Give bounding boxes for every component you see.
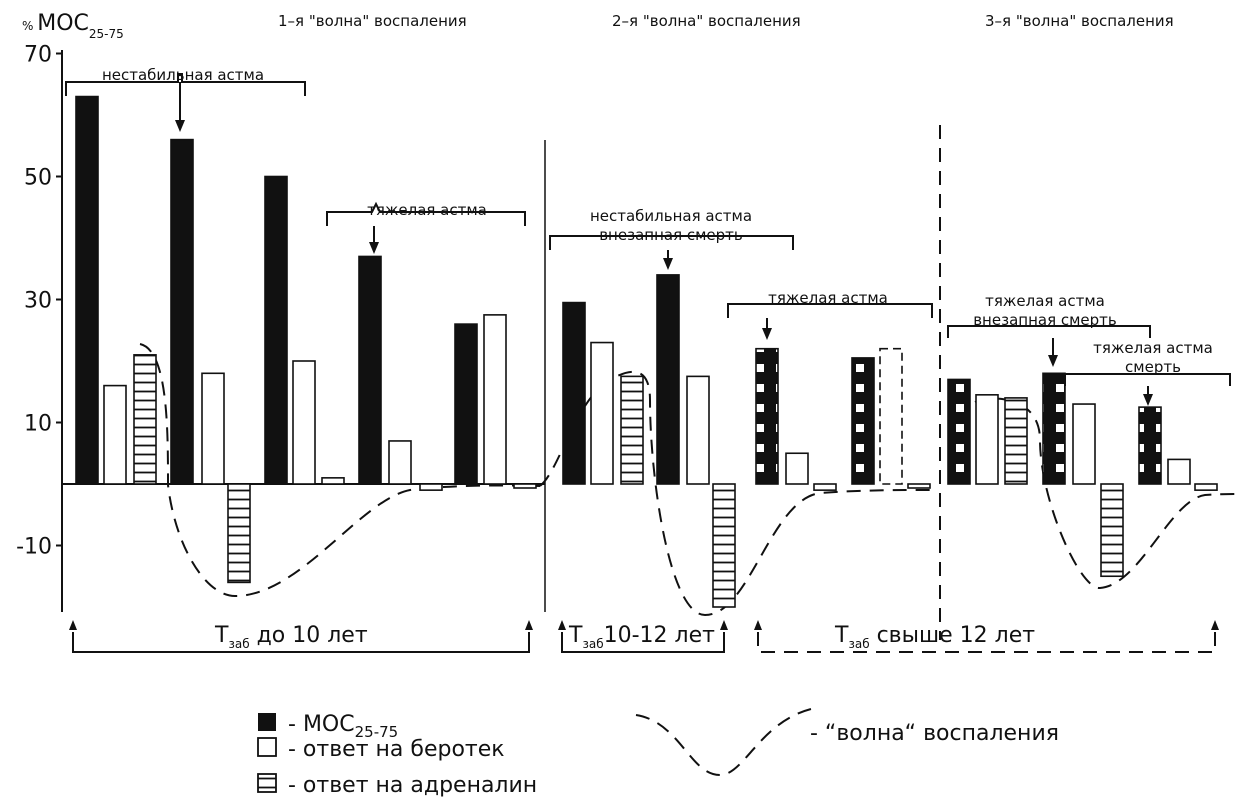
bar-moc — [656, 274, 680, 485]
bar-moc — [1138, 406, 1162, 485]
bar-berotek — [513, 483, 537, 489]
annotation-5-label-1: тяжелая астма — [985, 292, 1105, 310]
bar-berotek — [686, 375, 710, 485]
annotation-2: тяжелая астма — [326, 201, 526, 254]
bar-moc — [947, 378, 971, 485]
bar-berotek — [292, 360, 316, 485]
bar-moc — [755, 347, 779, 485]
annotation-3: нестабильная астма внезапная смерть — [549, 207, 794, 270]
bar-moc — [454, 323, 478, 485]
legend: - МОС25-75 - ответ на беротек - ответ на… — [257, 707, 1059, 798]
annotation-4-label: тяжелая астма — [768, 289, 888, 307]
annotation-6-label-1: тяжелая астма — [1093, 339, 1213, 357]
wave-title-2: 2–я "волна" воспаления — [612, 12, 801, 30]
inflammation-wave-1 — [139, 343, 541, 598]
period-1: Tзаб до 10 лет — [69, 620, 533, 653]
y-ticks: 70 50 30 10 -10 — [16, 43, 62, 560]
legend-berotek: - ответ на беротек — [288, 737, 505, 762]
y-tick-label: 70 — [24, 43, 52, 68]
bar-berotek — [907, 483, 931, 489]
y-tick-label: 30 — [24, 289, 52, 314]
bar-berotek — [1167, 458, 1191, 485]
period-2-label: Tзаб10-12 лет — [568, 623, 715, 651]
bar-berotek — [813, 483, 837, 491]
bar-moc — [75, 95, 99, 485]
bar-adrenalin — [1004, 397, 1028, 485]
legend-swatch-wave — [635, 707, 816, 777]
annotation-3-label-2: внезапная смерть — [599, 226, 743, 244]
bar-berotek — [590, 341, 614, 485]
legend-swatch-moc — [258, 713, 276, 731]
bar-moc — [358, 255, 382, 485]
wave-title-1: 1–я "волна" воспаления — [278, 12, 467, 30]
annotation-6-label-2: смерть — [1125, 358, 1181, 376]
legend-swatch-berotek — [257, 737, 277, 757]
bar-moc — [851, 357, 875, 485]
period-2: Tзаб10-12 лет — [558, 620, 728, 653]
wave-title-3: 3–я "волна" воспаления — [985, 12, 1174, 30]
bar-berotek — [388, 440, 412, 485]
annotation-3-label-1: нестабильная астма — [590, 207, 752, 225]
annotation-1: нестабильная астма — [65, 66, 306, 132]
annotation-5: тяжелая астма внезапная смерть — [947, 292, 1151, 367]
bar-moc — [1042, 372, 1066, 485]
bar-adrenalin — [133, 354, 157, 485]
legend-moc: - МОС25-75 — [288, 712, 398, 741]
bar-berotek — [1194, 483, 1218, 491]
bar-berotek — [785, 452, 809, 485]
period-1-label: Tзаб до 10 лет — [214, 623, 368, 651]
annotation-4: тяжелая астма — [727, 289, 933, 340]
annotation-2-label: тяжелая астма — [367, 201, 487, 219]
bars — [75, 95, 1218, 608]
bar-adrenalin — [1100, 483, 1124, 578]
inflammation-wave-3 — [974, 397, 1235, 590]
bar-berotek — [975, 394, 999, 485]
period-3-label: Tзаб свыше 12 лет — [834, 623, 1035, 651]
y-axis-title: % МОС25-75 — [22, 11, 124, 41]
bar-berotek — [103, 384, 127, 485]
bar-berotek — [321, 477, 345, 485]
y-tick-label: 50 — [24, 166, 52, 191]
annotation-5-label-2: внезапная смерть — [973, 311, 1117, 329]
annotation-6: тяжелая астма смерть — [1064, 339, 1231, 406]
legend-swatch-adrenalin — [257, 773, 277, 793]
period-3: Tзаб свыше 12 лет — [754, 620, 1219, 653]
bar-moc — [170, 138, 194, 485]
bar-berotek — [201, 372, 225, 485]
bar-berotek — [1072, 403, 1096, 485]
bar-adrenalin — [712, 483, 736, 608]
y-tick-label: -10 — [16, 535, 52, 560]
bar-adrenalin — [620, 375, 644, 485]
legend-adrenalin: - ответ на адреналин — [288, 773, 537, 798]
bar-adrenalin — [227, 483, 251, 584]
bar-berotek — [483, 314, 507, 485]
bar-moc — [264, 175, 288, 485]
annotation-1-label: нестабильная астма — [102, 66, 264, 84]
bar-berotek — [419, 483, 443, 491]
bar-moc — [562, 301, 586, 485]
bar-berotek — [879, 347, 903, 485]
y-tick-label: 10 — [24, 412, 52, 437]
legend-wave: - “волна“ воспаления — [810, 721, 1059, 746]
